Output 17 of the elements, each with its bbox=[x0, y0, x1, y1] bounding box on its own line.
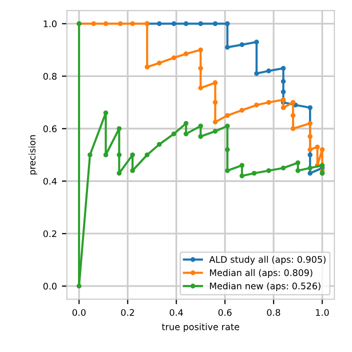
x-tick-label: 0.2 bbox=[121, 309, 134, 316]
x-axis-title: true positive rate bbox=[162, 323, 240, 332]
legend-label: Median new (aps: 0.526) bbox=[210, 282, 320, 292]
y-axis-title: precision bbox=[28, 135, 38, 174]
x-tick-label: 0.6 bbox=[218, 309, 232, 316]
legend-label: Median all (aps: 0.809) bbox=[210, 269, 312, 278]
y-tick-label: 0.8 bbox=[43, 72, 57, 80]
x-tick-label: 0.4 bbox=[170, 309, 183, 316]
x-tick-label: 0.8 bbox=[267, 309, 280, 316]
y-tick-label: 0.2 bbox=[43, 230, 56, 238]
y-tick-label: 0.4 bbox=[43, 178, 57, 185]
y-tick-label: 0.0 bbox=[43, 282, 57, 290]
legend-label: ALD study all (aps: 0.905) bbox=[209, 256, 326, 265]
x-tick-label: 1.0 bbox=[316, 309, 329, 316]
y-tick-label: 1.0 bbox=[44, 20, 57, 28]
x-tick-label: 0.0 bbox=[72, 309, 86, 316]
y-tick-label: 0.6 bbox=[43, 125, 57, 132]
